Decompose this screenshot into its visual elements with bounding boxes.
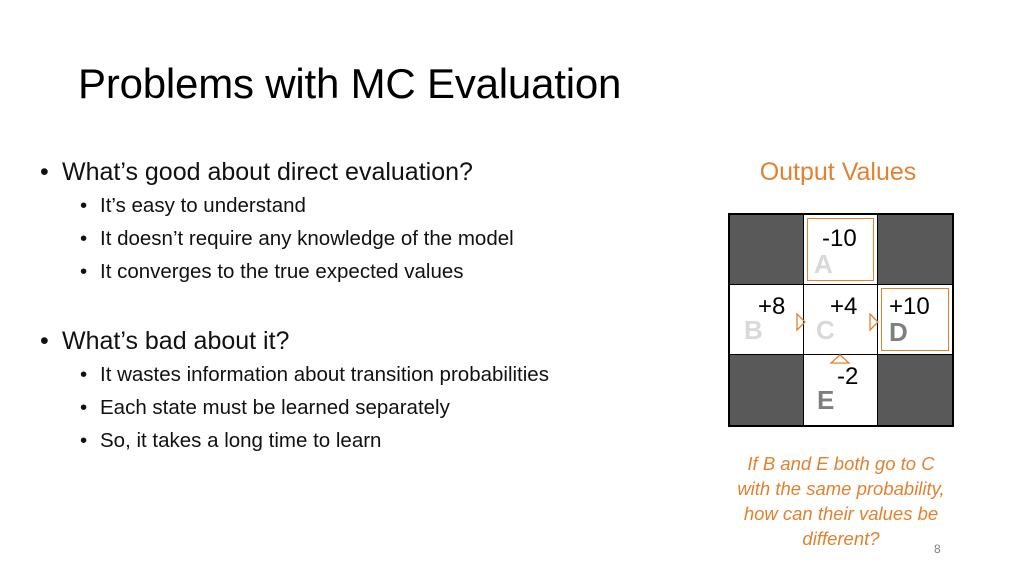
state-a-cell: -10 A [804,215,878,285]
bullet-good-item: It doesn’t require any knowledge of the … [40,222,680,255]
bullet-bad-heading: What’s bad about it? [40,324,680,358]
bullet-bad-item: Each state must be learned separately [40,391,680,424]
bullet-good-item: It’s easy to understand [40,189,680,222]
gridworld: -10 A +8 B +4 C +10 D -2 E [728,213,954,427]
bullet-bad-item: So, it takes a long time to learn [40,424,680,457]
bullet-good-item: It converges to the true expected values [40,255,680,288]
state-d-value: +10 [889,293,930,320]
state-c-cell: +4 C [804,285,878,355]
state-e-cell: -2 E [804,355,878,425]
state-c-label: C [816,315,835,345]
state-e-label: E [817,385,835,415]
state-b-label: B [744,315,763,345]
arrow-e-to-c-icon [829,354,851,364]
bullet-bad-item: It wastes information about transition p… [40,358,680,391]
wall-cell [730,215,804,285]
wall-cell [730,355,804,425]
state-c-value: +4 [830,293,858,320]
slide-title: Problems with MC Evaluation [78,60,622,107]
state-d-label: D [889,317,908,347]
bullet-list: What’s good about direct evaluation? It’… [40,155,680,457]
state-d-cell: +10 D [878,285,952,355]
question-caption: If B and E both go to C with the same pr… [737,453,945,549]
state-b-value: +8 [758,293,786,320]
arrow-c-to-d-icon [869,312,879,332]
state-a-label: A [814,249,833,279]
wall-cell [878,355,952,425]
bullet-good-heading: What’s good about direct evaluation? [40,155,680,189]
wall-cell [878,215,952,285]
page-number: 8 [934,542,941,556]
state-b-cell: +8 B [730,285,804,355]
arrow-b-to-c-icon [796,312,806,332]
state-a-value: -10 [822,225,857,252]
output-values-title: Output Values [759,158,917,186]
state-e-value: -2 [837,363,859,390]
